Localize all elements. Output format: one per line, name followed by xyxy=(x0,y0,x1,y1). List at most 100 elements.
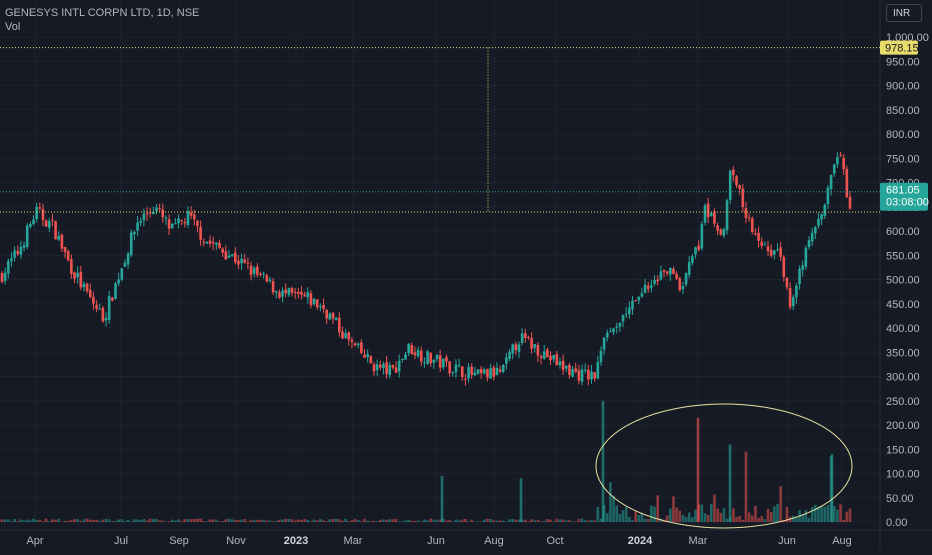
candle-body xyxy=(385,362,388,374)
candle-body xyxy=(7,261,10,274)
volume-bar xyxy=(530,519,533,522)
candle-body xyxy=(221,249,224,253)
volume-spike xyxy=(831,454,834,522)
candle-body xyxy=(215,242,218,244)
candle-body xyxy=(284,290,287,293)
volume-bar xyxy=(455,520,458,522)
volume-bar xyxy=(338,519,341,522)
candle-body xyxy=(262,274,265,275)
candle-body xyxy=(442,359,445,368)
candle-body xyxy=(105,318,108,320)
volume-bar xyxy=(212,519,215,522)
volume-bar xyxy=(269,520,272,522)
candle-body xyxy=(461,366,464,377)
candle-body xyxy=(48,221,51,228)
candle-body xyxy=(32,220,35,224)
candle-body xyxy=(691,256,694,263)
volume-bar xyxy=(73,519,76,522)
candle-body xyxy=(704,205,707,222)
volume-bar xyxy=(347,521,350,522)
candle-body xyxy=(533,344,536,348)
volume-bar xyxy=(180,521,183,522)
candle-body xyxy=(360,342,363,353)
candle-body xyxy=(672,269,675,274)
volume-bar xyxy=(682,515,685,522)
volume-bar xyxy=(568,520,571,522)
candle-body xyxy=(392,365,395,368)
volume-bar xyxy=(319,519,322,522)
volume-bar xyxy=(694,510,697,522)
volume-bar xyxy=(726,519,729,522)
y-tick-label: 400.00 xyxy=(886,323,920,335)
candle-body xyxy=(395,367,398,372)
candle-body xyxy=(39,207,42,208)
candle-body xyxy=(786,278,789,288)
volume-bar xyxy=(823,507,826,522)
volume-bar xyxy=(398,521,401,522)
candle-body xyxy=(467,367,470,379)
volume-bar xyxy=(177,519,180,522)
candle-body xyxy=(609,331,612,332)
volume-bar xyxy=(45,519,48,522)
candle-body xyxy=(190,213,193,216)
volume-bar xyxy=(688,513,691,522)
candle-body xyxy=(600,351,603,363)
candle-body xyxy=(29,224,32,227)
candle-body xyxy=(439,355,442,367)
candle-body xyxy=(556,354,559,365)
volume-bar xyxy=(445,520,448,522)
candle-body xyxy=(764,244,767,245)
volume-bar xyxy=(779,486,782,522)
volume-bar xyxy=(537,520,540,522)
candle-body xyxy=(414,352,417,355)
candle-body xyxy=(117,279,120,283)
volume-bar xyxy=(395,519,398,522)
volume-bar xyxy=(401,521,404,522)
volume-bar xyxy=(218,521,221,522)
candle-body xyxy=(508,352,511,359)
volume-bar xyxy=(805,510,808,522)
volume-bar xyxy=(231,519,234,522)
currency-selector[interactable]: INR xyxy=(886,4,922,22)
x-tick-label: Jun xyxy=(427,535,445,547)
candle-body xyxy=(259,274,262,275)
volume-bar xyxy=(492,520,495,522)
volume-bar xyxy=(341,521,344,522)
candle-body xyxy=(1,273,4,282)
candle-body xyxy=(165,217,168,218)
candle-body xyxy=(253,268,256,274)
candle-body xyxy=(827,187,830,204)
volume-bar xyxy=(533,520,536,522)
candle-body xyxy=(590,372,593,380)
candle-body xyxy=(568,365,571,375)
candle-body xyxy=(701,224,704,248)
volume-bar xyxy=(351,520,354,522)
volume-bar xyxy=(757,518,760,522)
candle-body xyxy=(231,254,234,256)
candle-body xyxy=(650,285,653,288)
volume-bar xyxy=(644,519,647,522)
candle-body xyxy=(228,256,231,258)
candle-body xyxy=(354,343,357,345)
candle-body xyxy=(805,248,808,267)
candle-body xyxy=(707,204,710,218)
candle-body xyxy=(723,229,726,236)
candle-body xyxy=(73,272,76,278)
volume-bar xyxy=(650,506,653,522)
candle-body xyxy=(429,353,432,363)
last-price-label: 681.05 xyxy=(886,185,920,197)
volume-bar xyxy=(448,520,451,522)
candle-body xyxy=(820,214,823,219)
volume-bar xyxy=(57,519,60,522)
candle-body xyxy=(335,318,338,320)
candle-body xyxy=(789,288,792,307)
candle-body xyxy=(433,360,436,363)
volume-bar xyxy=(436,520,439,522)
volume-bar xyxy=(615,506,618,522)
volume-bar xyxy=(275,521,278,522)
volume-bar xyxy=(606,513,609,522)
candle-body xyxy=(278,292,281,297)
candle-body xyxy=(546,350,549,358)
